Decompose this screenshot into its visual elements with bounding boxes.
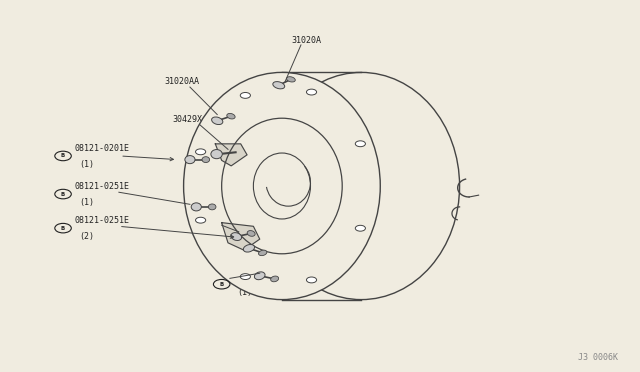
Ellipse shape (273, 81, 285, 89)
Text: 30429X: 30429X (173, 115, 203, 125)
Text: (2): (2) (79, 232, 94, 241)
Ellipse shape (231, 232, 241, 240)
Text: (1): (1) (79, 160, 94, 169)
Text: 08121-0251E: 08121-0251E (74, 182, 129, 191)
Text: 08121-0201E: 08121-0201E (233, 272, 288, 281)
Text: B: B (61, 192, 65, 196)
Text: (1): (1) (237, 288, 253, 297)
Circle shape (355, 225, 365, 231)
Circle shape (240, 93, 250, 98)
Ellipse shape (271, 276, 278, 282)
Text: 30429Y: 30429Y (190, 222, 220, 231)
Ellipse shape (247, 231, 255, 236)
Ellipse shape (259, 250, 267, 256)
Circle shape (196, 217, 205, 223)
Ellipse shape (191, 203, 202, 211)
Ellipse shape (227, 113, 235, 119)
Text: 31020A: 31020A (291, 36, 321, 45)
Ellipse shape (185, 155, 195, 164)
Circle shape (196, 149, 205, 155)
Text: 31020AA: 31020AA (164, 77, 200, 86)
Circle shape (307, 89, 317, 95)
Text: B: B (61, 154, 65, 158)
Ellipse shape (287, 77, 295, 82)
Ellipse shape (254, 272, 265, 280)
Text: 08121-0251E: 08121-0251E (74, 216, 129, 225)
Circle shape (355, 141, 365, 147)
Text: B: B (61, 226, 65, 231)
Circle shape (307, 277, 317, 283)
Text: (1): (1) (79, 198, 94, 207)
Ellipse shape (184, 73, 380, 299)
Polygon shape (221, 223, 260, 250)
Text: J3 0006K: J3 0006K (578, 353, 618, 362)
Ellipse shape (212, 117, 223, 125)
Ellipse shape (202, 157, 210, 163)
Circle shape (240, 274, 250, 279)
Text: 08121-0201E: 08121-0201E (74, 144, 129, 153)
Ellipse shape (209, 204, 216, 210)
Text: B: B (220, 282, 224, 287)
Ellipse shape (243, 244, 255, 252)
Polygon shape (215, 144, 247, 166)
Ellipse shape (211, 150, 222, 159)
